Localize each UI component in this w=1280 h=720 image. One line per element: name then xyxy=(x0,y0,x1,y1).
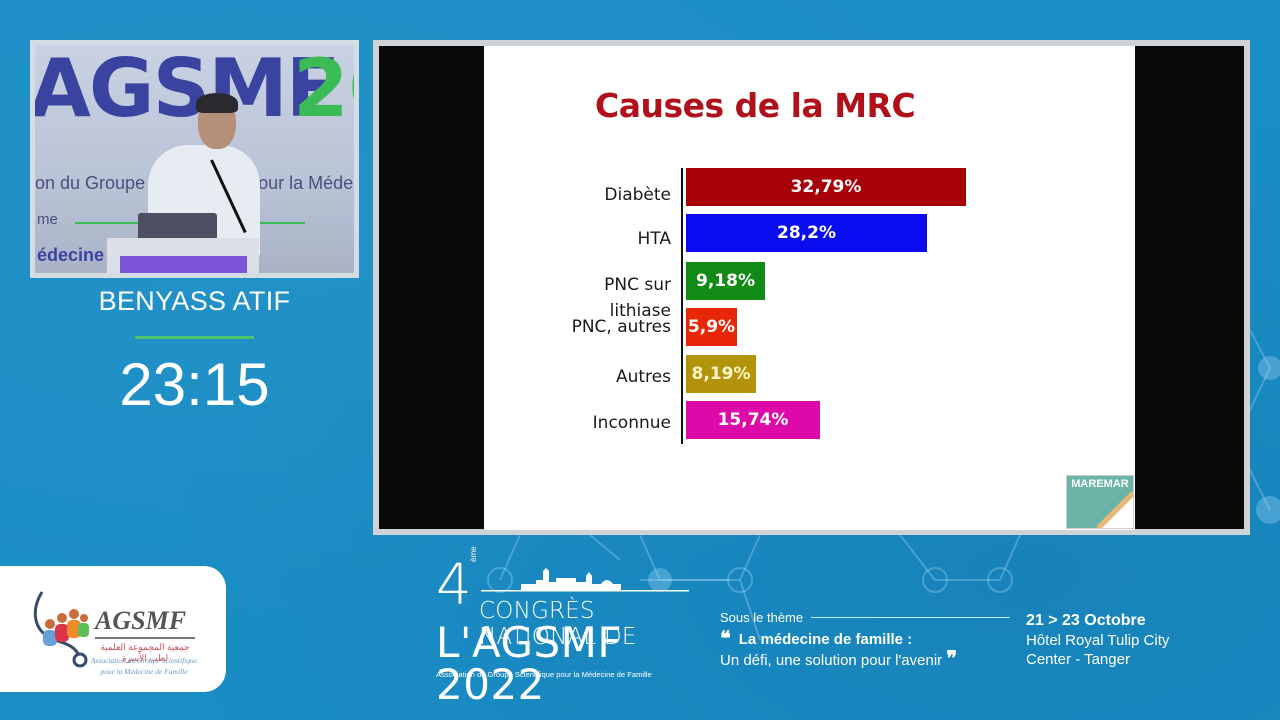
bar-value: 5,9% xyxy=(687,317,736,337)
speaker-video[interactable]: AGSMF 20 on du Groupe Scientifique pour … xyxy=(35,45,354,273)
bar-autres: 8,19% xyxy=(686,355,756,393)
bar-diabete: 32,79% xyxy=(686,168,966,206)
bar-value: 15,74% xyxy=(717,410,789,430)
event-info: 21 > 23 Octobre Hôtel Royal Tulip City C… xyxy=(1026,612,1169,668)
stethoscope-family-icon xyxy=(33,591,89,668)
theme-subtitle: Un défi, une solution pour l'avenir xyxy=(720,652,943,669)
agsmf-logo-arabic: جمعية المجموعة العلمية لطب الأسرة xyxy=(100,642,190,663)
congress-number-suffix: ème xyxy=(469,546,478,562)
bar-hta: 28,2% xyxy=(686,214,927,252)
laptop xyxy=(138,213,217,241)
congress-line2: L'AGSMF 2022 xyxy=(436,618,623,709)
agsmf-logo-rule xyxy=(95,637,195,639)
bar-label-pnc-lithiase-1: PNC sur xyxy=(604,275,671,295)
speaker-hair xyxy=(196,93,238,113)
event-venue-line1: Hôtel Royal Tulip City xyxy=(1026,632,1170,649)
bar-label-diabete: Diabète xyxy=(604,185,671,205)
bar-pnc-lithiase: 9,18% xyxy=(686,262,765,300)
maremar-logo: MAREMAR xyxy=(1066,475,1134,529)
congress-line1: CONGRÈS NATIONAL DE xyxy=(479,598,637,650)
event-dates: 21 > 23 Octobre xyxy=(1026,612,1146,629)
video-banner-year: 20 xyxy=(293,45,354,135)
bar-label-inconnue: Inconnue xyxy=(592,413,671,433)
maremar-logo-map-icon xyxy=(1067,492,1133,528)
theme-title: La médecine de famille : xyxy=(738,631,913,648)
presentation-slide[interactable]: Causes de la MRC Diabète 32,79% HTA 28,2… xyxy=(484,46,1135,530)
bar-label-pnc-lithiase-2: lithiase xyxy=(609,301,671,321)
maremar-logo-text: MAREMAR xyxy=(1067,476,1133,492)
bar-value: 32,79% xyxy=(790,177,862,197)
video-banner-theme: me xyxy=(37,211,58,228)
congress-association: Association du Groupe Scientifique pour … xyxy=(436,670,652,679)
video-banner-agsmf: AGSMF xyxy=(35,45,340,135)
agsmf-logo-title: AGSMF xyxy=(95,606,187,635)
theme-rule xyxy=(811,617,1010,618)
event-venue-line2: Center - Tanger xyxy=(1026,651,1130,668)
bar-value: 9,18% xyxy=(696,271,755,291)
video-banner-medecine: édecine xyxy=(37,245,105,265)
slide-frame: Causes de la MRC Diabète 32,79% HTA 28,2… xyxy=(373,40,1250,535)
agsmf-logo-line1: Association du Groupe Scientifique xyxy=(90,656,198,665)
session-timer: 23:15 xyxy=(119,351,270,418)
congress-theme: Sous le thème ❝ La médecine de famille : … xyxy=(720,610,1010,669)
slide-title: Causes de la MRC xyxy=(595,86,916,125)
bar-label-pnc-autres: PNC, autres xyxy=(571,317,671,337)
agsmf-logo-line2: pour la Médecine de Famille xyxy=(100,667,188,676)
bar-inconnue: 15,74% xyxy=(686,401,820,439)
podium-screen xyxy=(120,256,247,273)
speaker-name: BENYASS ATIF xyxy=(98,286,291,316)
speaker-name-divider xyxy=(135,336,254,339)
theme-lead: Sous le thème xyxy=(720,610,804,625)
bar-label-hta: HTA xyxy=(637,229,671,249)
bar-pnc-autres: 5,9% xyxy=(686,308,737,346)
speaker-video-frame: AGSMF 20 on du Groupe Scientifique pour … xyxy=(30,40,359,278)
congress-number: 4 xyxy=(436,553,472,618)
close-quote-icon: ❞ xyxy=(946,646,958,670)
bar-value: 8,19% xyxy=(691,364,751,384)
chart-axis xyxy=(681,168,683,444)
bar-value: 28,2% xyxy=(777,223,836,243)
slide-letterbox: Causes de la MRC Diabète 32,79% HTA 28,2… xyxy=(379,46,1244,530)
tangier-skyline-icon xyxy=(481,568,689,592)
congress-title-block: 4 ème CONGRÈS NATIONAL DE L'AGSMF 2022 A… xyxy=(436,546,696,706)
bar-label-autres: Autres xyxy=(615,367,671,387)
open-quote-icon: ❝ xyxy=(720,626,731,650)
agsmf-logo-card: AGSMF جمعية المجموعة العلمية لطب الأسرة … xyxy=(0,566,226,692)
